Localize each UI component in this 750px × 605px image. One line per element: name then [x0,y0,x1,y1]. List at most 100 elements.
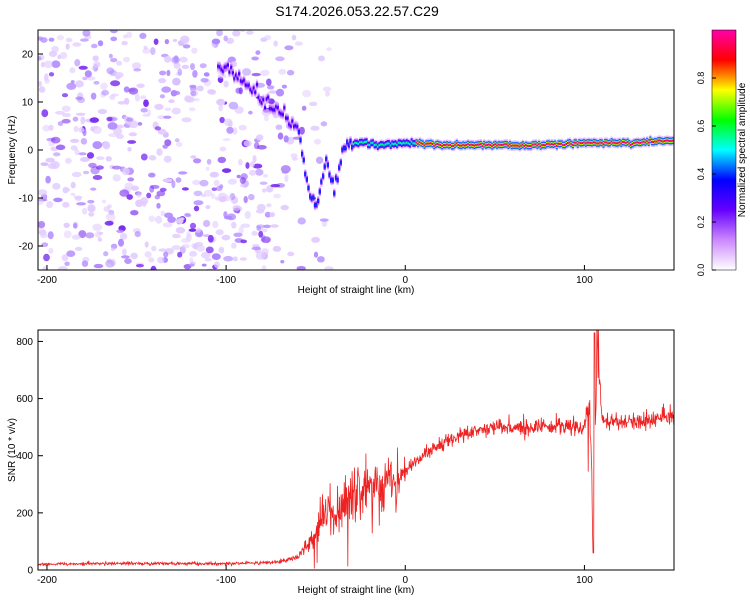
spectrogram-signal-cell [357,142,360,145]
spectrogram-noise-blob [281,170,289,174]
spectrogram-signal-cell [318,190,321,193]
spectrogram-noise-blob [53,152,61,157]
spectrogram-noise-blob [76,96,86,104]
spectrogram-signal-cell [370,141,373,144]
spectrogram-noise-blob [70,181,76,189]
spectrogram-noise-blob [211,38,221,45]
spectrogram-noise-blob [188,228,197,232]
spectrogram-noise-blob [200,78,209,83]
spectrogram-signal-cell [239,79,242,82]
spectrogram-noise-blob [287,251,295,257]
snr-y-tick-label: 0 [27,566,33,577]
spectrogram-noise-blob [267,85,275,90]
spectrogram-signal-cell [392,143,396,146]
spectrogram-noise-blob [325,90,330,97]
spectrogram-noise-blob [134,231,141,238]
figure-title: S174.2026.053.22.57.C29 [275,3,439,19]
spectrogram-signal-cell [394,142,397,145]
spectrogram-signal-cell [244,84,247,87]
spectrogram-noise-blob [297,217,306,225]
spectrogram-signal-cell [455,142,458,145]
spectrogram-noise-blob [136,83,145,89]
spectrogram-signal-cell [420,142,423,145]
spectrogram-noise-blob [119,232,128,240]
spectrogram-noise-blob [105,259,115,268]
spectrogram-signal-cell [491,145,494,148]
spectrogram-noise-blob [62,113,71,117]
spectrogram-noise-blob [205,205,211,210]
spectrogram-signal-cell [568,141,571,144]
spectrogram-signal-cell [547,142,550,145]
spectrogram-noise-blob [213,261,220,269]
spectrogram-noise-blob [63,222,70,228]
spectrogram-signal-cell [367,143,370,146]
spectrogram-signal-cell [546,143,549,145]
spectrogram-noise-blob [199,179,209,187]
spectrogram-noise-blob [203,189,213,197]
spectrogram-noise-blob [301,105,307,111]
spectrogram-signal-cell [421,142,425,145]
spectrogram-x-tick-label: -200 [37,275,57,286]
spectrogram-noise-blob [171,245,181,251]
spectrogram-signal-cell [412,142,415,145]
spectrogram-noise-blob [275,56,285,62]
spectrogram-signal-cell [657,139,660,142]
spectrogram-noise-blob [153,38,159,45]
spectrogram-noise-blob [171,107,181,115]
spectrogram-signal-cell [526,144,529,147]
snr-frame [37,329,675,571]
spectrogram-noise-blob [286,69,295,76]
spectrogram-signal-cell [515,144,518,147]
spectrogram-signal-cell [378,144,381,147]
spectrogram-signal-cell [481,145,484,148]
spectrogram-x-axis-label: Height of straight line (km) [298,285,415,296]
spectrogram-signal-cell [254,91,257,94]
spectrogram-signal-cell [233,77,236,80]
spectrogram-noise-blob [191,243,197,249]
spectrogram-noise-blob [135,199,144,208]
spectrogram-signal-cell [617,142,620,145]
spectrogram-signal-cell [270,107,273,110]
spectrogram-noise-blob [313,251,319,258]
spectrogram-signal-cell [534,143,537,146]
spectrogram-signal-cell [567,142,570,144]
snr-panel: -200 -100 0 100 0 200 400 600 800 Height of str… [7,329,675,596]
spectrogram-noise-blob [214,196,220,201]
spectrogram-noise-blob [123,56,130,63]
spectrogram-noise-blob [195,227,201,233]
spectrogram-noise-blob [215,229,224,236]
spectrogram-noise-blob [188,263,195,267]
spectrogram-noise-blob [57,121,64,126]
spectrogram-noise-blob [70,145,78,151]
spectrogram-signal-cell [360,141,363,144]
spectrogram-noise-blob [256,145,267,150]
spectrogram-signal-cell [439,144,442,146]
spectrogram-noise-blob [212,220,219,229]
spectrogram-noise-blob [228,120,233,128]
spectrogram-noise-blob [148,215,156,222]
spectrogram-signal-cell [478,143,481,146]
spectrogram-noise-blob [261,188,267,193]
spectrogram-noise-blob [157,115,166,120]
spectrogram-noise-blob [209,171,219,178]
spectrogram-noise-blob [66,82,77,90]
spectrogram-signal-cell [404,142,407,145]
spectrogram-signal-cell [336,178,339,181]
spectrogram-noise-blob [73,126,79,132]
spectrogram-signal-cell [399,141,402,144]
spectrogram-signal-cell [234,74,238,77]
spectrogram-signal-cell [351,146,354,149]
spectrogram-signal-cell [231,71,234,74]
spectrogram-noise-blob [248,110,253,115]
spectrogram-signal-cell [494,143,497,146]
spectrogram-noise-blob [38,221,46,229]
spectrogram-signal-cell [475,144,478,146]
spectrogram-signal-cell [362,141,365,144]
spectrogram-noise-blob [65,157,72,164]
spectrogram-noise-blob [177,251,183,258]
spectrogram-signal-cell [438,143,441,146]
spectrogram-signal-cell [613,141,616,144]
spectrogram-noise-blob [292,136,302,140]
spectrogram-noise-blob [128,120,139,129]
spectrogram-signal-cell [363,141,367,143]
